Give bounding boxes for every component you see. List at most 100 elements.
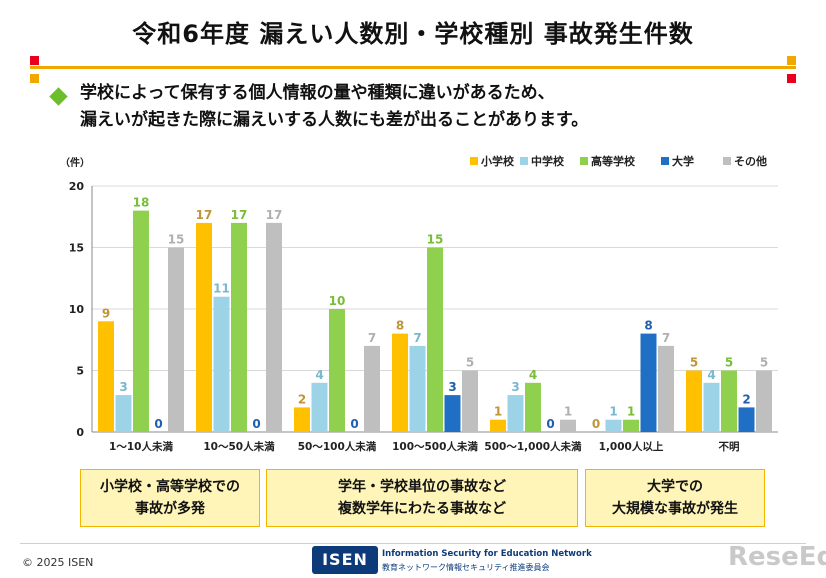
data-label: 1: [564, 405, 572, 419]
isen-logo-icon: ISEN: [312, 546, 378, 574]
data-label: 15: [427, 233, 444, 247]
data-label: 0: [154, 417, 162, 431]
data-label: 4: [315, 368, 323, 382]
data-label: 5: [725, 356, 733, 370]
y-tick-label: 15: [69, 242, 84, 255]
data-label: 8: [396, 319, 404, 333]
data-label: 2: [742, 392, 750, 406]
legend-label: 中学校: [531, 154, 565, 168]
title-underline: [30, 66, 796, 69]
bar-chart: 05101520（件）93180151～10人未満17111701710～50人…: [60, 154, 778, 453]
diamond-bullet-icon: [49, 87, 68, 106]
bar: [507, 395, 524, 432]
callout-line: 学年・学校単位の事故など: [338, 479, 506, 495]
data-label: 8: [644, 319, 652, 333]
data-label: 17: [266, 208, 283, 222]
watermark-logo: ReseEd: [728, 542, 826, 572]
legend-swatch: [580, 157, 588, 165]
bar: [213, 296, 230, 432]
y-tick-label: 5: [76, 365, 84, 378]
data-label: 17: [196, 208, 213, 222]
data-label: 9: [102, 306, 110, 320]
bar: [98, 321, 114, 432]
corner-square-red-left: [30, 56, 39, 65]
callout-small-schools: 小学校・高等学校での 事故が多発: [80, 469, 260, 527]
bar: [490, 419, 506, 432]
data-label: 0: [592, 417, 600, 431]
y-axis-unit-label: （件）: [60, 156, 90, 169]
data-label: 5: [466, 356, 474, 370]
bar: [364, 345, 380, 432]
y-tick-label: 0: [76, 426, 84, 439]
x-tick-label: 50～100人未満: [298, 440, 377, 453]
x-tick-label: 1,000人以上: [599, 440, 664, 453]
x-tick-label: 不明: [719, 441, 740, 453]
data-label: 7: [662, 331, 670, 345]
bar: [686, 370, 702, 432]
legend-swatch: [470, 157, 478, 165]
bar: [294, 407, 310, 432]
lead-text: 学校によって保有する個人情報の量や種類に違いがあるため、 漏えいが起きた際に漏え…: [80, 80, 810, 134]
bar: [703, 382, 720, 432]
lead-line: 学校によって保有する個人情報の量や種類に違いがあるため、: [80, 83, 555, 103]
logo-english-name: Information Security for Education Netwo…: [382, 549, 592, 559]
data-label: 0: [350, 417, 358, 431]
bar: [605, 419, 622, 432]
bar: [623, 419, 639, 432]
bar: [329, 309, 345, 432]
callout-line: 複数学年にわたる事故など: [338, 501, 506, 517]
data-label: 7: [413, 331, 421, 345]
callout-university: 大学での 大規模な事故が発生: [585, 469, 765, 527]
y-tick-label: 10: [69, 303, 85, 316]
x-tick-label: 10～50人未満: [203, 440, 275, 453]
corner-square-yellow-right: [787, 56, 796, 65]
legend-swatch: [520, 157, 528, 165]
data-label: 3: [448, 380, 456, 394]
data-label: 2: [298, 392, 306, 406]
bar: [756, 370, 772, 432]
bar: [266, 222, 282, 432]
bar: [196, 222, 212, 432]
data-label: 10: [329, 294, 346, 308]
page-title: 令和6年度 漏えい人数別・学校種別 事故発生件数: [132, 20, 694, 48]
bar: [721, 370, 737, 432]
x-tick-label: 500～1,000人未満: [484, 440, 582, 453]
bar: [462, 370, 478, 432]
bar: [738, 407, 755, 432]
data-label: 7: [368, 331, 376, 345]
data-label: 15: [168, 233, 185, 247]
bar: [133, 210, 149, 432]
corner-square-yellow-left: [30, 74, 39, 83]
bar: [168, 247, 184, 432]
bar: [311, 382, 328, 432]
legend-swatch: [723, 157, 731, 165]
footer-divider: [20, 543, 806, 544]
x-tick-label: 100～500人未満: [392, 440, 478, 453]
callout-line: 小学校・高等学校での: [100, 479, 240, 495]
bar: [392, 333, 408, 432]
legend-label: 小学校: [480, 154, 515, 168]
callout-line: 大学での: [647, 479, 703, 495]
legend-label: その他: [734, 154, 767, 168]
data-label: 3: [119, 380, 127, 394]
bar: [409, 345, 426, 432]
data-label: 5: [760, 356, 768, 370]
data-label: 0: [252, 417, 260, 431]
x-tick-label: 1～10人未満: [109, 440, 173, 453]
y-tick-label: 20: [69, 180, 85, 193]
legend-swatch: [661, 157, 669, 165]
data-label: 4: [529, 368, 537, 382]
legend-label: 高等学校: [591, 154, 636, 168]
data-label: 1: [609, 405, 617, 419]
bar: [444, 395, 461, 432]
data-label: 4: [707, 368, 715, 382]
data-label: 3: [511, 380, 519, 394]
copyright: © 2025 ISEN: [22, 556, 94, 569]
callout-line: 大規模な事故が発生: [612, 501, 738, 517]
legend-label: 大学: [672, 154, 694, 168]
bar: [427, 247, 443, 432]
data-label: 17: [231, 208, 248, 222]
data-label: 18: [133, 196, 150, 210]
bar: [525, 382, 541, 432]
lead-line: 漏えいが起きた際に漏えいする人数にも差が出ることがあります。: [80, 110, 589, 130]
